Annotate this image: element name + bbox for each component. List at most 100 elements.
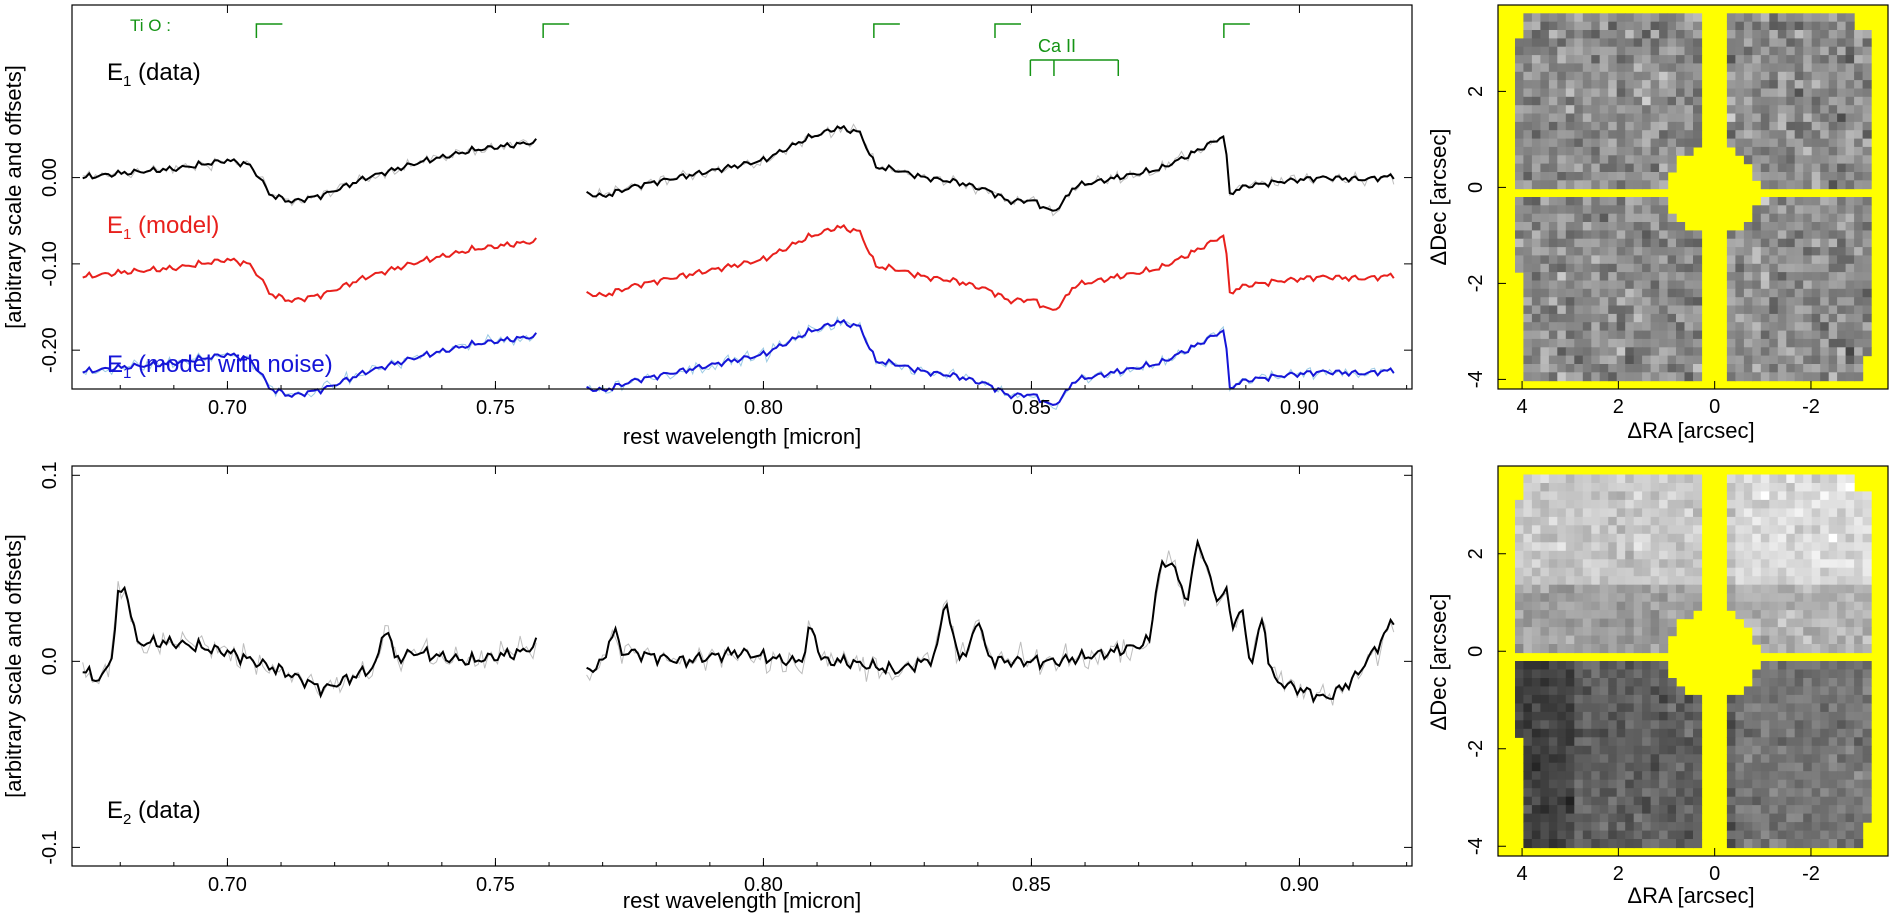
top-map-pixel bbox=[1523, 213, 1533, 223]
bottom-map-pixel bbox=[1693, 788, 1703, 798]
bottom-map-pixel bbox=[1616, 508, 1626, 518]
bottom-map-pixel bbox=[1837, 737, 1847, 747]
top-map-pixel bbox=[1786, 21, 1796, 31]
bottom-map-pixel bbox=[1760, 703, 1770, 713]
bottom-map-pixel bbox=[1625, 737, 1635, 747]
top-map-pixel bbox=[1854, 205, 1864, 215]
top-map-pixel bbox=[1820, 205, 1830, 215]
bottom-map-pixel bbox=[1625, 661, 1635, 671]
top-map-pixel bbox=[1760, 288, 1770, 298]
top-map-pixel bbox=[1540, 21, 1550, 31]
bottom-map-pixel bbox=[1565, 567, 1575, 577]
top-map-pixel bbox=[1769, 338, 1779, 348]
bottom-map-pixel bbox=[1837, 576, 1847, 586]
top-map-pixel bbox=[1786, 146, 1796, 156]
top-map-pixel bbox=[1650, 155, 1660, 165]
top-map-pixel bbox=[1548, 322, 1558, 332]
bottom-map-pixel bbox=[1693, 771, 1703, 781]
top-map-pixel bbox=[1743, 280, 1753, 290]
top-map-pixel bbox=[1540, 272, 1550, 281]
bottom-map-pixel bbox=[1735, 839, 1745, 849]
top-map-pixel bbox=[1845, 163, 1855, 173]
bottom-map-pixel bbox=[1565, 703, 1575, 713]
top-map-pixel bbox=[1854, 230, 1864, 240]
bottom-map-pixel bbox=[1540, 796, 1550, 806]
top-map-pixel bbox=[1599, 105, 1609, 115]
top-map-pixel bbox=[1693, 46, 1703, 56]
bottom-map-pixel bbox=[1828, 686, 1838, 696]
top-map-pixel bbox=[1735, 30, 1745, 39]
bottom-map-pixel bbox=[1599, 686, 1609, 696]
top-map-pixel bbox=[1616, 330, 1626, 340]
top-map-pixel bbox=[1523, 121, 1533, 131]
top-map-pixel bbox=[1803, 272, 1813, 281]
top-map-pixel bbox=[1548, 338, 1558, 348]
bottom-map-pixel bbox=[1608, 567, 1618, 577]
top-map-pixel bbox=[1845, 313, 1855, 323]
bottom-map-pixel bbox=[1743, 516, 1753, 526]
top-map-pixel bbox=[1608, 146, 1618, 156]
bottom-map-pixel bbox=[1608, 669, 1618, 679]
bottom-map-pixel bbox=[1565, 788, 1575, 798]
top-map-pixel bbox=[1599, 255, 1609, 265]
top-map-pixel bbox=[1608, 180, 1618, 190]
bottom-map-pixel bbox=[1854, 737, 1864, 747]
bottom-map-pixel bbox=[1582, 508, 1592, 518]
bottom-map-pixel bbox=[1523, 550, 1533, 560]
top-map-pixel bbox=[1820, 55, 1830, 64]
bottom-map-pixel bbox=[1803, 542, 1813, 552]
top-map-pixel bbox=[1515, 155, 1525, 165]
bottom-map-pixel bbox=[1548, 661, 1558, 671]
top-map-pixel bbox=[1523, 364, 1533, 373]
top-map-pixel bbox=[1777, 330, 1787, 340]
top-map-pixel bbox=[1642, 30, 1652, 39]
bottom-map-pixel bbox=[1693, 542, 1703, 552]
top-map-pixel bbox=[1608, 355, 1618, 365]
top-map-pixel bbox=[1837, 38, 1847, 48]
top-map-pixel bbox=[1735, 322, 1745, 332]
bottom-map-pixel bbox=[1515, 508, 1525, 518]
top-map-pixel bbox=[1735, 338, 1745, 348]
top-map-pixel bbox=[1591, 163, 1601, 173]
top-map-pixel bbox=[1523, 297, 1533, 307]
top-map-pixel bbox=[1650, 297, 1660, 307]
bottom-map-pixel bbox=[1735, 550, 1745, 560]
bottom-map-pixel bbox=[1633, 635, 1643, 645]
top-map-pixel bbox=[1616, 322, 1626, 332]
bottom-map-pixel bbox=[1862, 745, 1872, 755]
top-map-pixel bbox=[1693, 238, 1703, 248]
bottom-map-pixel bbox=[1786, 720, 1796, 730]
top-map-pixel bbox=[1608, 163, 1618, 173]
top-map-pixel bbox=[1854, 222, 1864, 231]
bottom-map-pixel bbox=[1531, 711, 1541, 721]
bottom-map-pixel bbox=[1591, 737, 1601, 747]
bottom-map-pixel bbox=[1726, 567, 1736, 577]
top-map-pixel bbox=[1845, 21, 1855, 31]
top-map-pixel bbox=[1523, 255, 1533, 265]
bot-ytick-label: -0.1 bbox=[39, 830, 61, 864]
bottom-map-pixel bbox=[1828, 779, 1838, 789]
top-map-pixel bbox=[1650, 305, 1660, 315]
top-map-pixel bbox=[1676, 96, 1686, 106]
top-map-pixel bbox=[1743, 146, 1753, 156]
bottom-map-pixel bbox=[1523, 610, 1533, 620]
top-map-pixel bbox=[1565, 322, 1575, 332]
bottom-map-pixel bbox=[1811, 669, 1821, 679]
top-map-pixel bbox=[1650, 105, 1660, 115]
bottom-map-pixel bbox=[1650, 601, 1660, 611]
bottom-map-pixel bbox=[1760, 762, 1770, 772]
bottom-map-pixel bbox=[1726, 584, 1736, 594]
top-map-pixel bbox=[1803, 338, 1813, 348]
bottom-map-pixel bbox=[1667, 491, 1677, 501]
top-map-pixel bbox=[1777, 138, 1787, 148]
bottom-map-pixel bbox=[1565, 618, 1575, 628]
bottom-map-panel: 4 2 0 -220-2-4 ΔRA [arcsec] ΔDec [arcsec] bbox=[1426, 465, 1889, 908]
bottom-map-pixel bbox=[1676, 491, 1686, 501]
top-map-pixel bbox=[1837, 121, 1847, 131]
bottom-map-pixel bbox=[1591, 669, 1601, 679]
top-map-pixel bbox=[1786, 180, 1796, 190]
top-map-pixel bbox=[1565, 113, 1575, 123]
top-map-pixel bbox=[1616, 222, 1626, 231]
top-map-pixel bbox=[1574, 364, 1584, 373]
